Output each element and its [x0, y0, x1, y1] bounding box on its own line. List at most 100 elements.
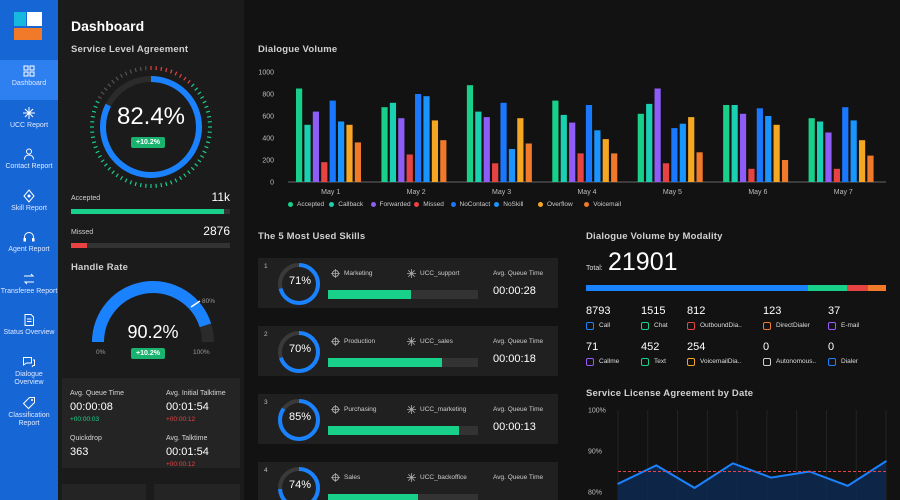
- modality-label: OutboundDia..: [700, 322, 742, 329]
- legend-dot: [494, 201, 500, 207]
- sidebar-item-ucc-report[interactable]: UCC Report: [0, 102, 58, 142]
- sla-tick: [200, 154, 205, 159]
- skill-ucc: UCC_support: [420, 270, 460, 277]
- headset-icon: [23, 232, 35, 242]
- modality-value: 0: [828, 341, 835, 353]
- bar-callback-may-7: [816, 121, 824, 182]
- skill-progress: [328, 290, 478, 299]
- skill-percent: 70%: [288, 343, 312, 355]
- legend-item-forwarded[interactable]: Forwarded: [370, 201, 411, 208]
- sla-tick: [169, 180, 173, 185]
- avg-talk-label: Avg. Talktime: [166, 435, 208, 442]
- skill-card[interactable]: 4 74% Sales UCC_backoffice Avg. Queue Time: [258, 462, 558, 500]
- skill-rank: 3: [264, 399, 268, 406]
- bar-forwarded-may-2: [398, 118, 405, 182]
- sidebar-item-dialogue-overview[interactable]: Dialogue Overview: [0, 351, 58, 391]
- legend-dot: [450, 201, 456, 207]
- bar-voicemail-may-5: [696, 152, 703, 182]
- skill-progress-fill: [328, 426, 459, 435]
- sidebar-item-status-overview[interactable]: Status Overview: [0, 309, 58, 349]
- skill-icon: [23, 188, 35, 203]
- avg-initial-delta: +00:00:12: [166, 416, 196, 423]
- sla-tick: [183, 76, 187, 81]
- sla-tick: [160, 66, 163, 71]
- handle-min-label: 0%: [96, 349, 106, 356]
- sla-tick: [129, 69, 133, 74]
- sla-tick: [207, 136, 212, 139]
- snowflake-icon: [23, 106, 35, 119]
- legend-item-missed[interactable]: Missed: [414, 201, 444, 208]
- x-tick-label: May 3: [492, 189, 511, 196]
- sla-tick: [100, 159, 105, 163]
- skill-name: Marketing: [344, 270, 373, 277]
- legend-item-nocontact[interactable]: NoContact: [450, 201, 490, 208]
- y-tick-label: 100%: [588, 408, 606, 415]
- legend-item-callback[interactable]: Callback: [329, 201, 363, 208]
- bar-accepted-may-6: [723, 105, 730, 182]
- sla-tick: [97, 154, 102, 159]
- bar-noskill-may-5: [679, 123, 686, 182]
- skill-card[interactable]: 3 85% Purchasing UCC_marketing Avg. Queue Ti…: [258, 394, 558, 444]
- sla-tick: [178, 176, 183, 181]
- voicemail-icon: [687, 358, 695, 366]
- modality-value: 452: [641, 341, 660, 353]
- modality-label: DirectDialer: [776, 322, 810, 329]
- sidebar-item-skill-report[interactable]: Skill Report: [0, 185, 58, 225]
- skill-progress-fill: [328, 358, 442, 367]
- handle-rate-title: Handle Rate: [71, 262, 129, 273]
- bar-voicemail-may-1: [354, 142, 361, 182]
- skill-percent: 71%: [288, 275, 312, 287]
- skill-ring: [278, 467, 320, 500]
- snowflake-icon: [407, 473, 416, 482]
- bar-overflow-may-2: [431, 120, 439, 182]
- sla-tick: [111, 170, 115, 175]
- y-tick-label: 1000: [258, 70, 274, 77]
- sidebar-item-transferee-report[interactable]: Transferee Report: [0, 268, 58, 308]
- modality-label: Dialer: [841, 358, 858, 365]
- sidebar-item-label: Dialogue Overview: [14, 370, 44, 386]
- sidebar-item-label: UCC Report: [9, 121, 49, 129]
- legend-dot: [414, 201, 420, 207]
- chat-icon: [641, 322, 649, 330]
- dialer-icon: [828, 358, 836, 366]
- legend-label: Missed: [423, 201, 444, 208]
- sla-tick: [91, 141, 97, 144]
- sla-tick: [134, 181, 137, 187]
- bar-overflow-may-7: [858, 140, 866, 182]
- sla-tick: [124, 71, 128, 76]
- bar-callback-may-1: [304, 124, 311, 182]
- bar-noskill-may-1: [338, 121, 345, 182]
- bar-voicemail-may-7: [867, 155, 874, 182]
- dialogue-icon: [23, 356, 35, 367]
- sidebar-item-classification-report[interactable]: Classification Report: [0, 392, 58, 432]
- legend-item-voicemail[interactable]: Voicemail: [584, 201, 621, 208]
- stack-segment-call: [586, 285, 808, 291]
- sla-tick: [100, 91, 105, 95]
- sla-arc: [100, 76, 202, 178]
- missed-label: Missed: [71, 229, 94, 236]
- bar-forwarded-may-4: [569, 122, 576, 182]
- skill-rank: 4: [264, 467, 268, 474]
- skill-card[interactable]: 2 70% Production UCC_sales Avg. Queue Time 00…: [258, 326, 558, 376]
- sidebar-item-contact-report[interactable]: Contact Report: [0, 143, 58, 183]
- legend-item-overflow[interactable]: Overflow: [538, 201, 573, 208]
- skill-card[interactable]: 1 71% Marketing UCC_support Avg. Queue Time 0…: [258, 258, 558, 308]
- x-tick-label: May 2: [407, 189, 426, 196]
- bar-missed-may-1: [321, 162, 328, 182]
- sidebar-item-dashboard[interactable]: Dashboard: [0, 60, 58, 100]
- stack-segment-other: [868, 285, 886, 291]
- bar-accepted-may-2: [381, 107, 388, 182]
- legend-item-accepted[interactable]: Accepted: [288, 201, 324, 208]
- sidebar-item-agent-report[interactable]: Agent Report: [0, 226, 58, 266]
- sla-tick: [139, 183, 142, 188]
- stats-card-bottom-right: [154, 484, 240, 500]
- avg-talk-value: 00:01:54: [166, 446, 209, 458]
- sla-tick: [174, 178, 178, 183]
- callme-icon: [586, 358, 594, 366]
- handle-rate-gauge: [92, 281, 214, 343]
- skill-progress: [328, 494, 478, 500]
- sla-tick: [103, 163, 108, 167]
- modality-label: VoicemailDia..: [700, 358, 742, 365]
- legend-item-noskill[interactable]: NoSkill: [494, 201, 523, 208]
- x-tick-label: May 1: [321, 189, 340, 196]
